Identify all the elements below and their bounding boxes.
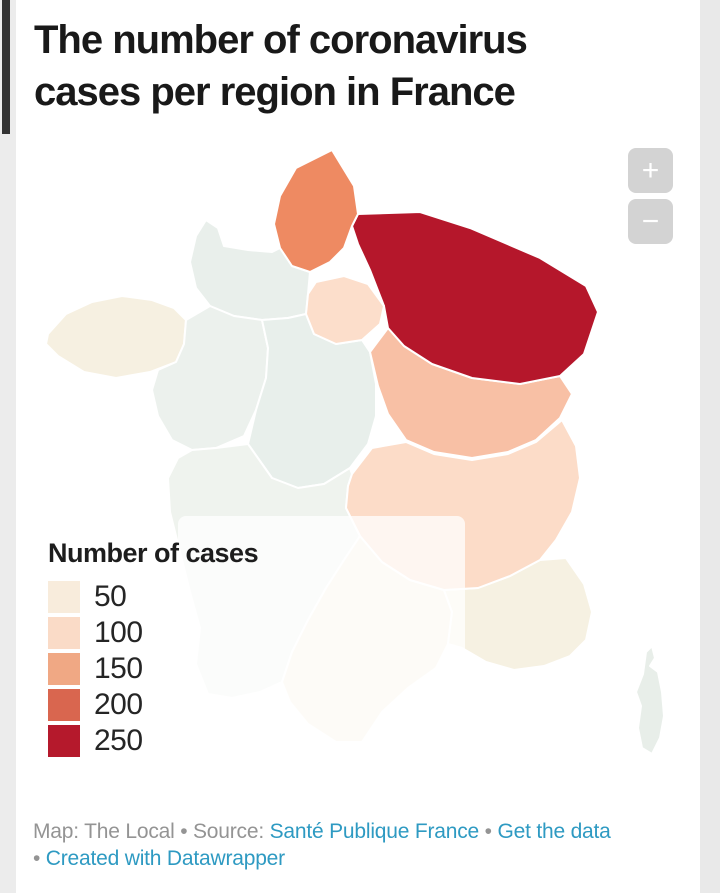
legend-label: 150 <box>94 652 143 685</box>
page-title-line-1: The number of coronavirus <box>34 18 528 62</box>
legend-row: 100 <box>48 616 258 649</box>
minus-icon: − <box>641 205 660 238</box>
legend-swatch-150 <box>48 653 80 685</box>
footer-line-2: • Created with Datawrapper <box>33 845 688 872</box>
legend-label: 50 <box>94 580 127 613</box>
legend-swatch-100 <box>48 617 80 649</box>
legend-label: 100 <box>94 616 143 649</box>
footer-map-source-text: Map: The Local • Source: <box>33 820 270 843</box>
legend-row: 250 <box>48 724 258 757</box>
legend-label: 250 <box>94 724 143 757</box>
page-title-line-2: cases per region in France <box>34 70 516 114</box>
legend-swatch-50 <box>48 581 80 613</box>
region-bretagne[interactable] <box>45 295 187 379</box>
zoom-out-button[interactable]: − <box>628 199 673 244</box>
legend-label: 200 <box>94 688 143 721</box>
legend-swatch-200 <box>48 689 80 721</box>
zoom-in-button[interactable]: + <box>628 148 673 193</box>
legend: Number of cases 50 100 150 200 250 <box>48 538 259 761</box>
link-sante-publique-france[interactable]: Santé Publique France <box>269 820 480 843</box>
link-get-the-data[interactable]: Get the data <box>497 820 611 843</box>
footer-separator: • <box>479 820 498 843</box>
region-ile-de-france[interactable] <box>305 275 385 345</box>
footer-bullet: • <box>33 847 46 870</box>
legend-row: 50 <box>48 580 258 613</box>
legend-row: 200 <box>48 688 258 721</box>
footer-line-1: Map: The Local • Source: Santé Publique … <box>33 818 688 845</box>
region-corse[interactable] <box>635 645 665 755</box>
legend-swatch-250 <box>48 725 80 757</box>
left-gutter-top-bar <box>2 0 10 134</box>
link-created-with-datawrapper[interactable]: Created with Datawrapper <box>45 847 285 870</box>
legend-backdrop <box>178 516 465 773</box>
region-grand-est[interactable] <box>351 211 599 385</box>
page-title: The number of coronavirus cases per regi… <box>34 14 674 118</box>
footer-attribution: Map: The Local • Source: Santé Publique … <box>33 818 688 872</box>
left-gutter <box>0 0 16 893</box>
map-zoom-controls: + − <box>628 148 673 250</box>
legend-row: 150 <box>48 652 258 685</box>
region-hauts-de-france[interactable] <box>273 149 359 273</box>
plus-icon: + <box>641 154 660 187</box>
legend-title: Number of cases <box>48 538 259 568</box>
right-gutter <box>700 0 720 893</box>
